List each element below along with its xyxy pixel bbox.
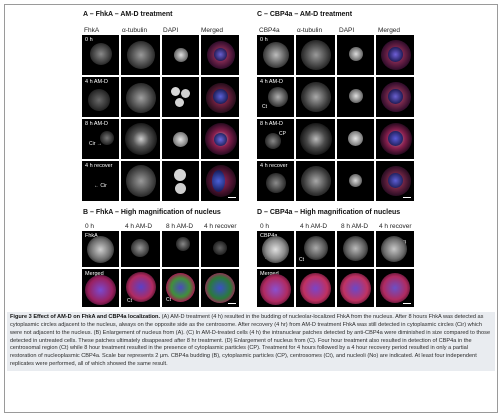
figure-caption: Figure 3 Effect of AM-D on FhkA and CBP4… (7, 312, 495, 371)
micrograph (121, 77, 160, 117)
micrograph (376, 35, 414, 75)
micrograph (337, 77, 374, 117)
scale-bar (228, 197, 236, 199)
micrograph (162, 161, 199, 201)
panel-a-col-merged: Merged (201, 27, 223, 34)
panel-d-title: D – CBP4a – High magnification of nucleu… (257, 209, 400, 216)
micrograph (201, 35, 239, 75)
micrograph (376, 269, 414, 307)
panel-c-title: C – CBP4a – AM-D treatment (257, 11, 352, 18)
scale-bar (403, 303, 411, 305)
micrograph: Merged (82, 269, 119, 307)
micrograph: 8 h AM-D CP (257, 119, 294, 159)
caption-title: Effect of AM-D on FhkA and CBP4a localiz… (33, 314, 160, 320)
micrograph (201, 119, 239, 159)
micrograph (376, 161, 414, 201)
micrograph (121, 119, 160, 159)
panel-b-col-recover: 4 h recover (204, 223, 237, 230)
row-label: 0 h (85, 37, 93, 43)
row-label: 4 h recover (85, 163, 113, 169)
micrograph: B (201, 269, 239, 307)
micrograph (162, 231, 199, 267)
row-label: 4 h recover (260, 163, 288, 169)
micrograph (376, 77, 414, 117)
micrograph: B Ct (162, 269, 199, 307)
micrograph (296, 119, 335, 159)
micrograph: 4 h AM-D Ct (257, 77, 294, 117)
micrograph (337, 161, 374, 201)
micrograph: CBP4a No (257, 231, 294, 267)
panel-c-col-tubulin: α-tubulin (297, 27, 322, 34)
annotation-cp: CP (279, 131, 286, 137)
panel-c-col-dapi: DAPI (339, 27, 354, 34)
micrograph: FhkA (82, 231, 119, 267)
micrograph (337, 231, 374, 267)
micrograph: B Ct (121, 269, 160, 307)
micrograph: Ct (296, 231, 335, 267)
caption-label: Figure 3 (10, 314, 32, 320)
micrograph: 4 h AM-D (82, 77, 119, 117)
panel-d-col-0h: 0 h (260, 223, 269, 230)
panel-b-col-4h: 4 h AM-D (125, 223, 152, 230)
row-label: 0 h (260, 37, 268, 43)
panel-a-col-tubulin: α-tubulin (122, 27, 147, 34)
annotation-cir: Cir → (89, 141, 102, 147)
row-label: 8 h AM-D (85, 121, 108, 127)
panel-d-col-8h: 8 h AM-D (341, 223, 368, 230)
micrograph: 0 h (82, 35, 119, 75)
micrograph (162, 119, 199, 159)
micrograph (201, 77, 239, 117)
micrograph (162, 77, 199, 117)
panel-b-col-8h: 8 h AM-D (166, 223, 193, 230)
micrograph (162, 35, 199, 75)
micrograph (121, 35, 160, 75)
micrograph: 4 h recover (257, 161, 294, 201)
panel-a-col-fhka: FhkA (84, 27, 99, 34)
micrograph (376, 119, 414, 159)
micrograph (337, 119, 374, 159)
row-label: 4 h AM-D (85, 79, 108, 85)
panel-c-col-merged: Merged (378, 27, 400, 34)
row-label: 4 h AM-D (260, 79, 283, 85)
panel-a-col-dapi: DAPI (163, 27, 178, 34)
micrograph (296, 77, 335, 117)
micrograph (121, 231, 160, 267)
micrograph (121, 161, 160, 201)
panel-d-col-recover: 4 h recover (379, 223, 412, 230)
micrograph (296, 35, 335, 75)
annotation-ct: Ct (262, 104, 267, 110)
annotation-ct: Ct (299, 257, 304, 263)
scale-bar (228, 303, 236, 305)
panel-d-col-4h: 4 h AM-D (300, 223, 327, 230)
micrograph (337, 35, 374, 75)
micrograph: 8 h AM-D Cir → (82, 119, 119, 159)
micrograph (337, 269, 374, 307)
row-label: 8 h AM-D (260, 121, 283, 127)
micrograph: Merged (257, 269, 294, 307)
scale-bar (403, 197, 411, 199)
micrograph (201, 161, 239, 201)
panel-b-col-0h: 0 h (85, 223, 94, 230)
micrograph: 0 h (257, 35, 294, 75)
panel-b-title: B – FhkA – High magnification of nucleus (83, 209, 221, 216)
caption-text: (A) AM-D treatment (4 h) resulted in the… (10, 314, 490, 367)
micrograph (296, 269, 335, 307)
panel-c-col-cbp4a: CBP4a (259, 27, 280, 34)
micrograph (201, 231, 239, 267)
micrograph: 4 h recover ← Cir (82, 161, 119, 201)
annotation-cir: ← Cir (94, 183, 107, 189)
micrograph (296, 161, 335, 201)
panel-a-title: A – FhkA – AM-D treatment (83, 11, 172, 18)
micrograph: B (376, 231, 414, 267)
